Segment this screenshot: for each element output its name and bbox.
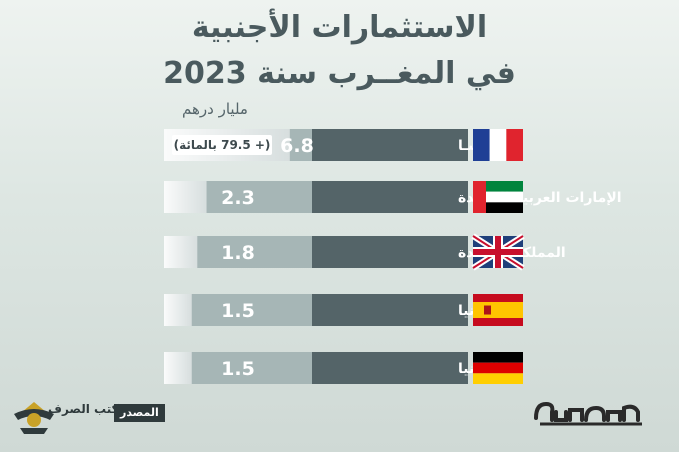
value-label: 1.8 <box>221 242 255 264</box>
bar-row: إسبانيا1.5 <box>164 294 523 326</box>
source-name: مكتب الصرف <box>48 402 127 416</box>
bar <box>164 352 192 384</box>
annotation-box <box>172 135 272 155</box>
hespress-logo-icon <box>534 401 642 426</box>
value-label: 1.5 <box>221 300 255 322</box>
bar <box>164 181 207 213</box>
value-label: 2.3 <box>221 187 255 209</box>
chart-title: الاستثمارات الأجنبية في المغــرب سنة 202… <box>0 8 679 94</box>
bar-row: فرنسـا6.8(+ 79.5 بالمائة) <box>164 129 523 161</box>
france-flag-icon <box>473 129 523 161</box>
uk-flag-icon <box>471 233 525 271</box>
category-box <box>312 236 468 268</box>
bar-row: المملكة المتحدة1.8 <box>164 233 566 271</box>
spain-flag-icon <box>473 294 523 326</box>
bar-row: ألمانيا1.5 <box>164 352 523 384</box>
value-label: 1.5 <box>221 358 255 380</box>
uae-flag-icon <box>473 181 523 213</box>
category-box <box>312 352 468 384</box>
title-line-1: الاستثمارات الأجنبية <box>191 10 488 45</box>
annotation-label: (+ 79.5 بالمائة) <box>174 138 271 152</box>
value-label: 6.8 <box>280 135 314 157</box>
title-line-2: في المغــرب سنة 2023 <box>163 56 516 91</box>
category-box <box>312 181 468 213</box>
category-box <box>312 294 468 326</box>
office-des-changes-emblem-icon <box>14 402 54 434</box>
germany-flag-icon <box>473 352 523 384</box>
unit-label: مليار درهم <box>182 100 248 118</box>
category-box <box>312 129 468 161</box>
bar <box>164 236 198 268</box>
source-label: المصدر <box>114 404 165 422</box>
bar <box>164 294 192 326</box>
